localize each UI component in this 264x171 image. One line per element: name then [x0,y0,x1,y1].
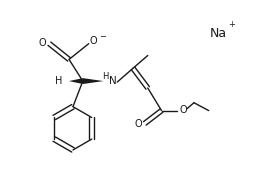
Text: +: + [228,19,235,29]
Text: O: O [179,105,187,115]
Text: −: − [99,32,106,41]
Text: O: O [39,38,46,48]
Polygon shape [83,78,103,84]
Text: Na: Na [210,27,227,40]
Text: N: N [110,76,117,86]
Polygon shape [69,78,83,84]
Text: H: H [102,72,109,81]
Text: O: O [90,36,97,46]
Text: H: H [55,76,62,86]
Text: O: O [134,119,142,129]
